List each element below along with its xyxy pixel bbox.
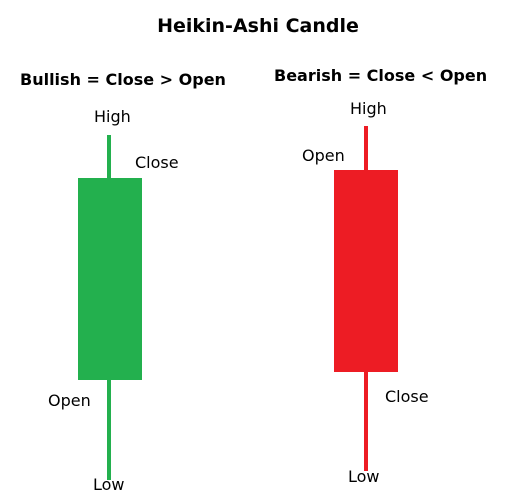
bearish-low-label: Low	[348, 467, 380, 486]
bullish-open-label: Open	[48, 391, 91, 410]
bearish-open-label: Open	[302, 146, 345, 165]
diagram-title: Heikin-Ashi Candle	[157, 15, 359, 37]
bullish-close-label: Close	[135, 153, 179, 172]
bullish-candle-body	[78, 178, 142, 380]
bearish-high-label: High	[350, 99, 387, 118]
bullish-heading: Bullish = Close > Open	[20, 70, 226, 89]
bearish-heading: Bearish = Close < Open	[274, 66, 488, 85]
bearish-candle-body	[334, 170, 398, 372]
bearish-close-label: Close	[385, 387, 429, 406]
bullish-high-label: High	[94, 107, 131, 126]
bullish-low-label: Low	[93, 475, 125, 494]
